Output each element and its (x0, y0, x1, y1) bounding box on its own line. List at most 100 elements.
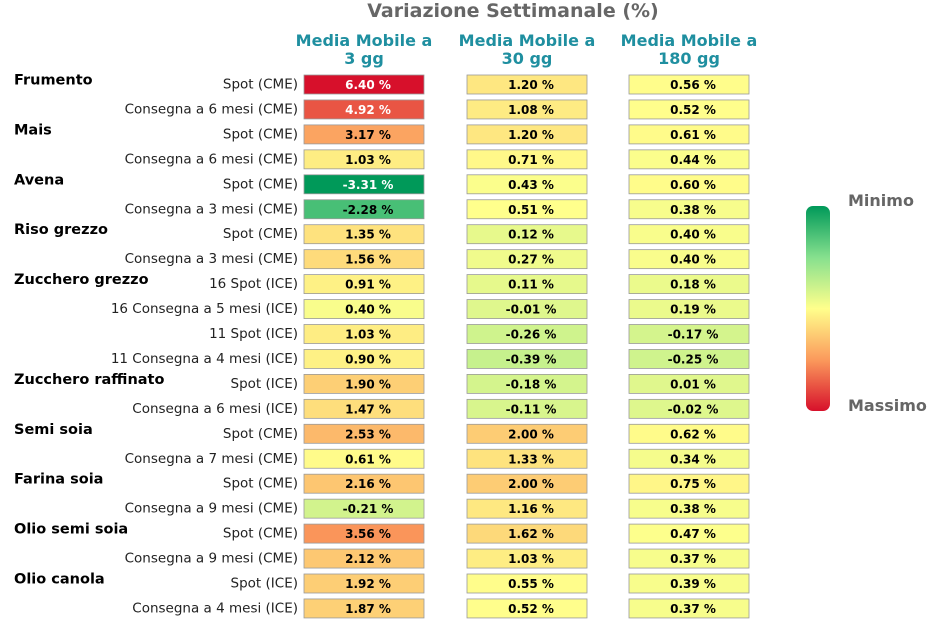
contract-label: Spot (CME) (223, 126, 298, 142)
commodity-label: Avena (14, 172, 64, 188)
cell-value-label: 3.56 % (345, 527, 391, 541)
cell-value-label: 2.12 % (345, 552, 391, 566)
heatmap-cell (628, 373, 750, 394)
cell-value-label: 2.16 % (345, 477, 391, 491)
column-header-3: Media Mobile a 180 gg (621, 31, 758, 68)
heatmap-cell (466, 324, 588, 344)
commodity-label: Mais (14, 122, 52, 138)
heatmap-cell (466, 398, 588, 419)
contract-label: Spot (CME) (223, 77, 298, 93)
column-header-2: Media Mobile a 30 gg (459, 31, 596, 68)
chart-title: Variazione Settimanale (%) (367, 0, 658, 22)
heatmap-cell (628, 498, 750, 519)
legend-min-label: Minimo (848, 191, 914, 210)
heatmap-cell (628, 448, 750, 469)
legend-colorbar (806, 206, 830, 411)
heatmap-cell (303, 448, 425, 469)
contract-label: Consegna a 6 mesi (CME) (125, 151, 298, 167)
cell-value-label: 0.40 % (670, 253, 716, 267)
cell-value-label: 1.62 % (508, 527, 554, 541)
cell-value-label: 1.08 % (508, 103, 554, 117)
heatmap-cell (628, 598, 750, 619)
cell-value-label: 0.11 % (508, 278, 554, 292)
column-header-line1: Media Mobile a (296, 31, 433, 50)
heatmap-cell (628, 224, 750, 245)
commodity-label: Zucchero raffinato (14, 372, 164, 388)
heatmap-cell (466, 423, 588, 444)
cell-value-label: 0.52 % (670, 103, 716, 117)
heatmap-cell (466, 199, 588, 220)
heatmap-cell (628, 74, 750, 95)
cell-value-label: 1.92 % (345, 577, 391, 591)
heatmap-cell (628, 99, 750, 120)
heatmap-cell (303, 373, 425, 394)
contract-label: Consegna a 3 mesi (CME) (125, 251, 298, 267)
contract-label: Consegna a 4 mesi (ICE) (132, 600, 298, 616)
cell-value-label: -0.25 % (668, 352, 719, 366)
cell-value-label: 0.55 % (508, 577, 554, 591)
cell-value-label: 1.16 % (508, 502, 554, 516)
cell-value-label: 0.18 % (670, 278, 716, 292)
heatmap-cell (303, 548, 425, 569)
cell-value-label: 2.00 % (508, 427, 554, 441)
heatmap-cell (303, 398, 425, 419)
cell-value-label: -0.21 % (343, 502, 394, 516)
contract-label: 16 Consegna a 5 mesi (ICE) (111, 301, 298, 317)
cell-value-label: 0.71 % (508, 153, 554, 167)
heatmap-cell (303, 573, 425, 594)
cell-value-label: 0.12 % (508, 228, 554, 242)
color-legend: Minimo Massimo (806, 191, 927, 415)
column-header-line2: 3 gg (344, 49, 384, 68)
heatmap-cell (303, 199, 425, 220)
cell-value-label: -0.18 % (506, 377, 557, 391)
heatmap-cell (303, 324, 425, 344)
contract-label: Consegna a 6 mesi (ICE) (132, 401, 298, 417)
heatmap-cell (466, 598, 588, 619)
heatmap-cell (466, 473, 588, 494)
heatmap-cell (628, 149, 750, 170)
heatmap-cell (466, 274, 588, 295)
heatmap-cell (466, 448, 588, 469)
cell-value-label: -0.39 % (506, 352, 557, 366)
cell-value-label: 0.40 % (670, 228, 716, 242)
heatmap-cell (303, 299, 425, 319)
cell-value-label: 0.61 % (670, 128, 716, 142)
contract-label: Consegna a 9 mesi (CME) (125, 501, 298, 517)
heatmap-cell (628, 573, 750, 594)
column-header-line2: 180 gg (658, 49, 720, 68)
heatmap-cell (303, 473, 425, 494)
heatmap-cell (466, 74, 588, 95)
heatmap-cell (303, 523, 425, 544)
heatmap-cell (466, 99, 588, 120)
cell-value-label: 0.44 % (670, 153, 716, 167)
cell-value-label: 1.87 % (345, 602, 391, 616)
cell-value-label: 3.17 % (345, 128, 391, 142)
cell-value-label: 2.53 % (345, 427, 391, 441)
cell-value-label: 0.51 % (508, 203, 554, 217)
heatmap-cell (466, 249, 588, 270)
cell-value-label: 6.40 % (345, 78, 391, 92)
heatmap-cell (466, 573, 588, 594)
cell-value-label: -0.17 % (668, 328, 719, 342)
cell-value-label: 1.03 % (345, 153, 391, 167)
cell-value-label: -2.28 % (343, 203, 394, 217)
heatmap-cell (303, 498, 425, 519)
cell-value-label: 1.35 % (345, 228, 391, 242)
contract-label: Spot (CME) (223, 426, 298, 442)
contract-label: 11 Consegna a 4 mesi (ICE) (111, 351, 298, 367)
heatmap-cell (466, 299, 588, 319)
heatmap-cells: 6.40 % 1.20 % 0.56 % 4.92 % 1.08 % 0.52 % 3.17… (303, 74, 750, 619)
heatmap-cell (628, 423, 750, 444)
column-header-line1: Media Mobile a (621, 31, 758, 50)
cell-value-label: -0.11 % (506, 402, 557, 416)
heatmap-cell (628, 473, 750, 494)
cell-value-label: 0.56 % (670, 78, 716, 92)
commodity-label: Semi soia (14, 422, 93, 438)
contract-label: Consegna a 3 mesi (CME) (125, 201, 298, 217)
heatmap-cell (466, 174, 588, 195)
heatmap-cell (303, 124, 425, 145)
row-labels: Frumento Spot (CME) Consegna a 6 mesi (CME… (14, 73, 298, 617)
legend-max-label: Massimo (848, 396, 927, 415)
